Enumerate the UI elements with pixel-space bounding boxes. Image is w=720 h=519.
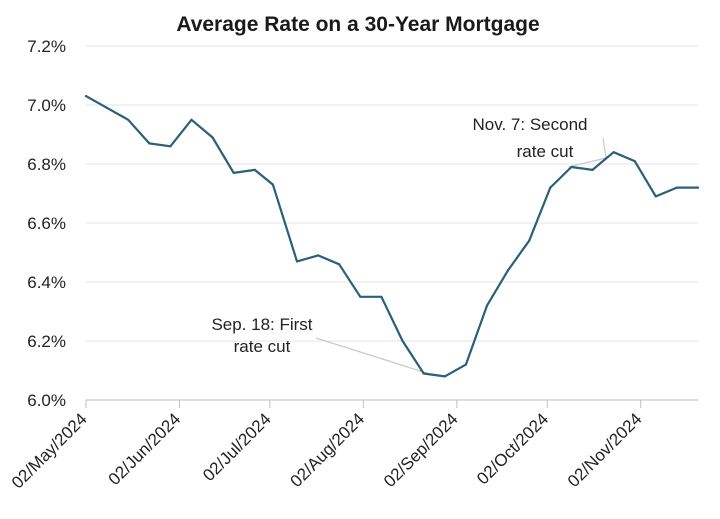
data-point (271, 183, 274, 186)
x-tick-label: 02/Oct/2024 (473, 409, 552, 488)
x-tick-label: 02/Jun/2024 (105, 409, 185, 489)
annotation-line: rate cut (234, 337, 291, 356)
y-tick-label: 6.4% (27, 273, 66, 292)
data-point (84, 95, 88, 98)
annotation-line: Sep. 18: First (211, 315, 312, 334)
data-point (507, 269, 510, 272)
x-tick-label: 02/Sep/2024 (380, 409, 462, 491)
data-point (401, 339, 404, 343)
y-tick-label: 6.6% (27, 214, 66, 233)
x-tick-label: 02/Nov/2024 (564, 409, 646, 491)
data-point (675, 186, 679, 189)
data-point (380, 295, 383, 298)
data-point (443, 375, 446, 378)
x-tick-label: 02/Jul/2024 (199, 409, 275, 485)
data-point (232, 171, 235, 174)
data-point (633, 160, 636, 163)
data-point (338, 263, 341, 266)
data-point (422, 372, 425, 375)
data-point (654, 195, 657, 198)
mortgage-rate-line (84, 94, 700, 378)
data-point (359, 295, 362, 298)
y-tick-label: 6.0% (27, 391, 66, 410)
data-point (612, 151, 615, 154)
chart-title: Average Rate on a 30-Year Mortgage (176, 13, 539, 36)
x-tick-label: 02/May/2024 (8, 409, 91, 492)
data-point (696, 186, 700, 189)
data-point (295, 260, 299, 263)
annotation-leader-first (315, 337, 433, 376)
data-point (485, 304, 489, 307)
x-tick-label: 02/Aug/2024 (287, 409, 369, 491)
data-point (549, 186, 552, 189)
data-point (317, 254, 320, 257)
y-tick-label: 7.0% (27, 96, 66, 115)
data-point (190, 118, 193, 121)
data-point (127, 118, 130, 121)
y-tick-label: 7.2% (27, 37, 66, 56)
y-tick-label: 6.8% (27, 155, 66, 174)
data-point (253, 168, 256, 171)
data-point (464, 363, 467, 366)
y-tick-label: 6.2% (27, 332, 66, 351)
annotation-line: Nov. 7: Second (473, 115, 588, 134)
data-point (148, 142, 151, 145)
data-point (570, 165, 573, 169)
data-point (106, 106, 109, 109)
annotation-line: rate cut (517, 142, 574, 161)
data-point (591, 168, 594, 171)
data-point (211, 136, 214, 139)
annotation-first-rate-cut: Sep. 18: First rate cut (211, 315, 312, 356)
annotation-second-rate-cut: Nov. 7: Second rate cut (473, 115, 588, 161)
data-point (169, 145, 172, 148)
data-point (528, 239, 531, 242)
